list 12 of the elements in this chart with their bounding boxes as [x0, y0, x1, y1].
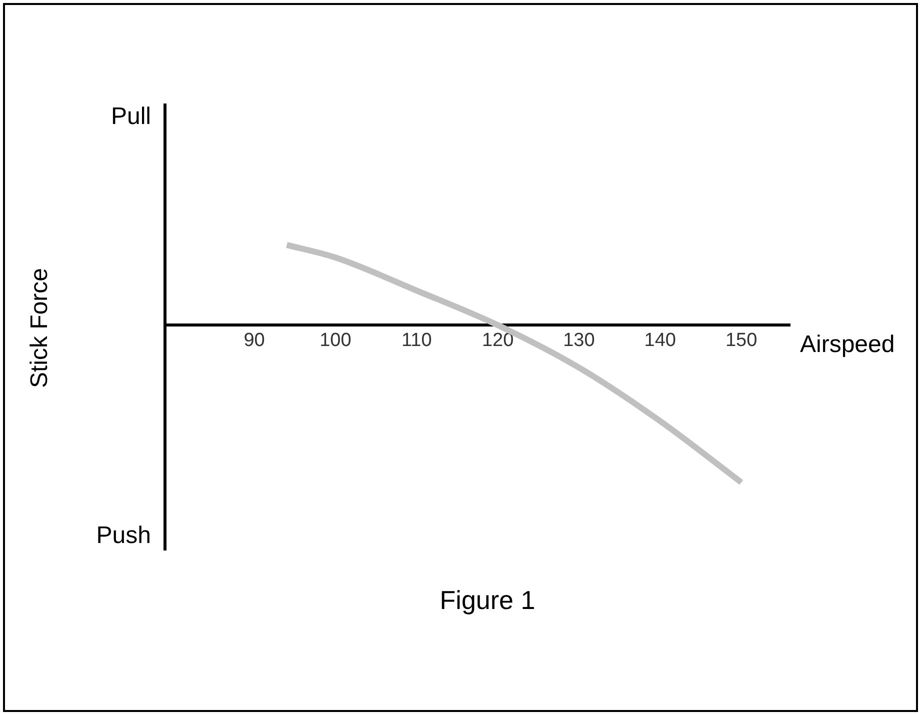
x-tick-label: 110 [401, 330, 432, 351]
x-tick-label: 120 [482, 330, 514, 351]
x-tick-label: 140 [644, 330, 676, 351]
text: Pull [110, 103, 151, 131]
x-tick-label: 150 [725, 330, 758, 351]
x-tick-label: 90 [244, 330, 265, 351]
x-tick-label: 130 [563, 330, 595, 351]
x-tick-label: 100 [320, 330, 352, 351]
x-axis-title: Airspeed [800, 331, 895, 360]
text: Push [96, 522, 151, 550]
y-axis-title: Stick Force [26, 267, 54, 388]
text: Figure 1 [440, 585, 536, 616]
